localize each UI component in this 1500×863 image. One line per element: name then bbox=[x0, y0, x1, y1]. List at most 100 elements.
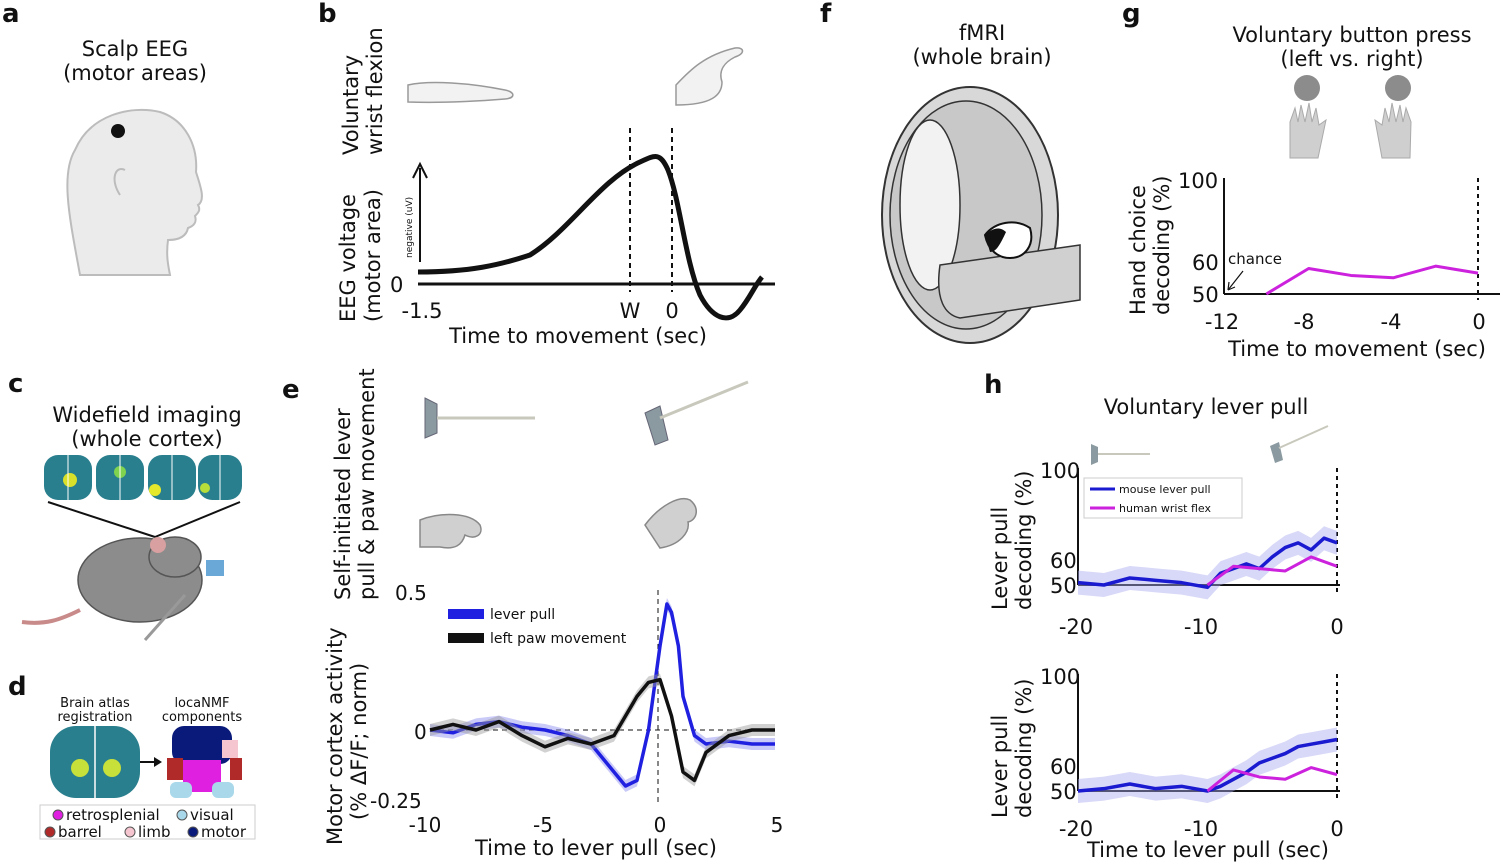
panel-a-title-2: (motor areas) bbox=[63, 61, 207, 85]
panel-letter-h: h bbox=[984, 370, 1003, 400]
panel-e-xlabel: Time to lever pull (sec) bbox=[474, 836, 717, 860]
panel-h-top-plot bbox=[1077, 526, 1338, 600]
legend-swatch-paw bbox=[448, 633, 484, 643]
panel-f-title-1: fMRI bbox=[959, 21, 1005, 45]
panel-d-arrow-head bbox=[154, 757, 162, 767]
paw-raised-icon bbox=[644, 498, 697, 549]
legend-swatch-limb bbox=[124, 826, 136, 838]
widefield-cone-right bbox=[154, 501, 241, 538]
panel-e-side-label-1: Self-initiated lever bbox=[331, 408, 355, 600]
legend-swatch-motor bbox=[187, 826, 199, 838]
legend-limb: limb bbox=[138, 823, 170, 841]
hand-flexed-icon bbox=[675, 47, 744, 106]
panel-b-xtick-0: -1.5 bbox=[402, 299, 443, 323]
panel-g-xlabel: Time to movement (sec) bbox=[1227, 337, 1486, 361]
legend-mouse-lever-pull: mouse lever pull bbox=[1119, 483, 1211, 496]
panel-d-legend-box bbox=[39, 804, 256, 840]
panel-b-xtick-1: W bbox=[620, 299, 641, 323]
left-hand-button-icon bbox=[1289, 75, 1327, 159]
panel-g-ytick-60: 60 bbox=[1192, 251, 1219, 275]
atlas-brain-image bbox=[50, 726, 140, 798]
panel-e-ytick-1: 0 bbox=[414, 720, 427, 744]
widefield-cone-left bbox=[47, 501, 156, 538]
left-paw-movement-line bbox=[429, 677, 775, 783]
panel-g-ytick-50: 50 bbox=[1192, 283, 1219, 307]
panel-h-legend: mouse lever pull human wrist flex bbox=[1090, 483, 1211, 515]
panel-g-title-1: Voluntary button press bbox=[1232, 23, 1471, 47]
panel-h-top-ylabel-1: Lever pull bbox=[988, 507, 1012, 610]
paw-rest-icon bbox=[419, 513, 482, 549]
legend-swatch-retrosplenial bbox=[52, 809, 64, 821]
panel-e-ytick-0: 0.5 bbox=[395, 581, 427, 605]
panel-b-arrow-head bbox=[412, 161, 428, 179]
panel-h-top-xtick-1: -10 bbox=[1184, 615, 1218, 639]
panel-h-top-xtick-0: -20 bbox=[1059, 615, 1093, 639]
panel-h-bottom-ylabel-1: Lever pull bbox=[988, 715, 1012, 818]
panel-b-xlabel: Time to movement (sec) bbox=[448, 324, 707, 348]
panel-e-ylabel-2: (% ΔF/F; norm) bbox=[347, 663, 371, 820]
panel-h-xlabel: Time to lever pull (sec) bbox=[1086, 838, 1329, 862]
panel-letter-a: a bbox=[2, 0, 20, 29]
h-lever-pulled-icon bbox=[1270, 425, 1329, 463]
locanmf-components-image bbox=[167, 726, 242, 798]
panel-b-ylabel-1: EEG voltage bbox=[336, 194, 360, 322]
panel-c-title-1: Widefield imaging bbox=[52, 403, 241, 427]
panel-h-bottom-ytick-100: 100 bbox=[1040, 665, 1080, 689]
panel-e-xtick-0: -10 bbox=[409, 813, 442, 837]
legend-visual: visual bbox=[190, 806, 234, 824]
panel-d-legend: retrosplenial visual barrel limb motor bbox=[44, 806, 247, 841]
panel-h-legend-box bbox=[1083, 477, 1243, 519]
legend-left-paw-movement: left paw movement bbox=[490, 631, 627, 647]
legend-lever-pull: lever pull bbox=[490, 607, 555, 623]
panel-b-side-label-2: wrist flexion bbox=[363, 27, 387, 155]
panel-b-xtick-2: 0 bbox=[665, 299, 678, 323]
panel-g-ylabel-1: Hand choice bbox=[1126, 185, 1150, 315]
panel-letter-b: b bbox=[318, 0, 337, 29]
lever-pulled-icon bbox=[644, 380, 749, 446]
panel-h-bottom-xtick-0: -20 bbox=[1059, 817, 1093, 841]
panel-e-ylabel-1: Motor cortex activity bbox=[323, 627, 347, 845]
panel-g-xtick-1: -8 bbox=[1294, 310, 1315, 334]
panel-g-chance-arrow bbox=[1227, 270, 1244, 291]
panel-e-plot bbox=[429, 598, 775, 792]
lever-pull-line-band bbox=[430, 598, 775, 792]
h-bottom-human-wrist-flex-line bbox=[1206, 766, 1338, 793]
legend-retrosplenial: retrosplenial bbox=[66, 806, 160, 824]
panel-e-side-label-2: pull & paw movement bbox=[355, 368, 379, 600]
lever-rest-icon bbox=[424, 397, 535, 439]
panel-d-left-title-1: Brain atlas bbox=[60, 696, 130, 711]
h-top-human-wrist-flex-line bbox=[1206, 555, 1338, 587]
eeg-electrode-dot bbox=[111, 124, 125, 138]
h-top-mouse-lever-pull-line-band bbox=[1078, 526, 1337, 600]
panel-f-title-2: (whole brain) bbox=[912, 45, 1051, 69]
panel-d-right-title-1: locaNMF bbox=[174, 696, 229, 711]
panel-e-legend: lever pull left paw movement bbox=[448, 607, 627, 647]
panel-h-bottom-xtick-2: 0 bbox=[1330, 817, 1343, 841]
panel-h-top-ytick-60: 60 bbox=[1050, 549, 1077, 573]
panel-b-ylabel-2: (motor area) bbox=[361, 189, 385, 322]
panel-g-xtick-2: -4 bbox=[1381, 310, 1402, 334]
panel-letter-c: c bbox=[8, 369, 23, 399]
panel-h-top-ylabel-2: decoding (%) bbox=[1012, 471, 1036, 610]
panel-a-title-1: Scalp EEG bbox=[82, 37, 188, 61]
panel-letter-f: f bbox=[820, 0, 832, 29]
panel-e-xtick-1: -5 bbox=[533, 813, 553, 837]
panel-letter-d: d bbox=[8, 672, 27, 702]
h-lever-rest-icon bbox=[1091, 444, 1150, 465]
panel-h-bottom-plot bbox=[1077, 727, 1338, 803]
panel-b-side-label-1: Voluntary bbox=[339, 55, 363, 155]
fmri-scanner-illustration bbox=[881, 86, 1081, 344]
right-hand-button-icon bbox=[1374, 75, 1412, 159]
cortex-images-row bbox=[44, 455, 242, 500]
panel-c-title-2: (whole cortex) bbox=[71, 427, 222, 451]
panel-h-bottom-ylabel-2: decoding (%) bbox=[1012, 679, 1036, 818]
panel-g-chance-arrowhead bbox=[1227, 281, 1236, 291]
legend-human-wrist-flex: human wrist flex bbox=[1119, 502, 1211, 515]
legend-barrel: barrel bbox=[58, 823, 102, 841]
legend-swatch-visual bbox=[176, 809, 188, 821]
panel-h-top-xtick-2: 0 bbox=[1330, 615, 1343, 639]
panel-letter-g: g bbox=[1122, 0, 1141, 29]
panel-h-top-ytick-100: 100 bbox=[1040, 459, 1080, 483]
h-bottom-mouse-lever-pull-line-band bbox=[1078, 727, 1337, 803]
